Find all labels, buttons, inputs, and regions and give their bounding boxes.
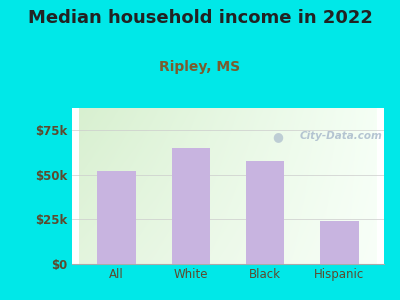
Text: City-Data.com: City-Data.com <box>300 131 382 141</box>
Text: Median household income in 2022: Median household income in 2022 <box>28 9 372 27</box>
Bar <box>172 148 210 264</box>
Bar <box>320 221 359 264</box>
Bar <box>246 160 284 264</box>
Bar <box>97 171 136 264</box>
Text: ●: ● <box>272 130 283 142</box>
Text: Ripley, MS: Ripley, MS <box>160 60 240 74</box>
